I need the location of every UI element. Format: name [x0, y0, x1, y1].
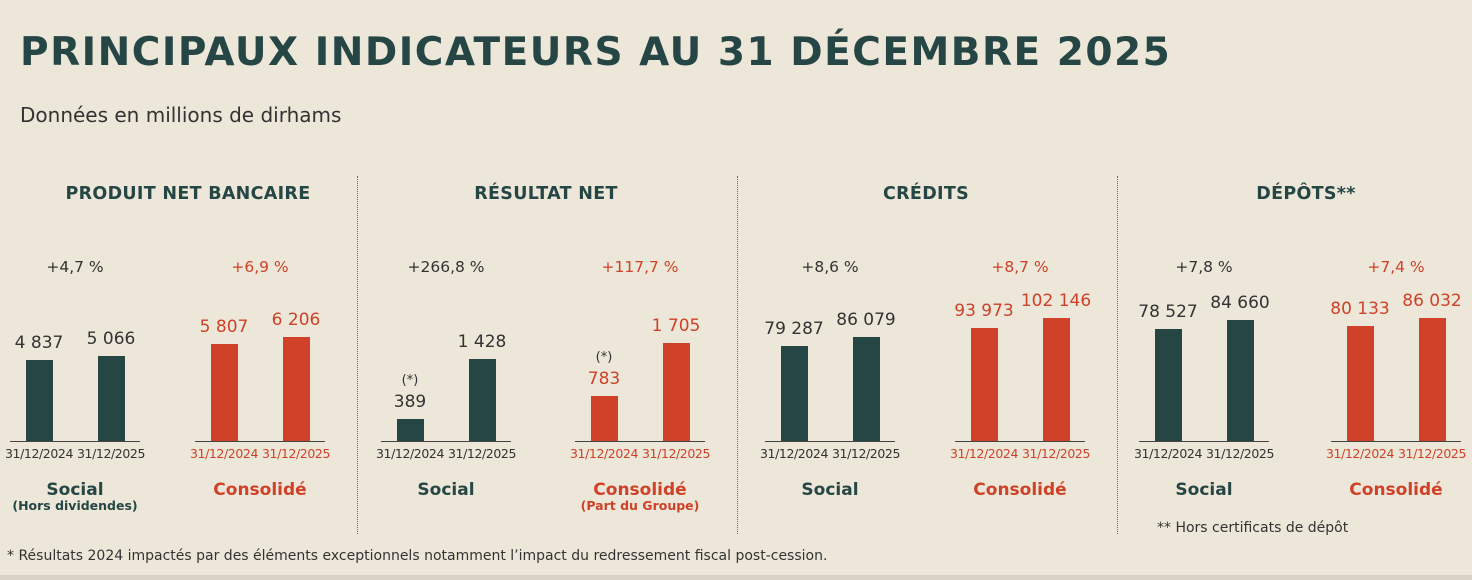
date-tick: 31/12/2024	[1325, 446, 1395, 461]
bar	[468, 359, 496, 441]
indicator-panel: PRODUIT NET BANCAIRE +4,7 % 4 837 31/12/202…	[0, 0, 376, 580]
date-tick: 31/12/2024	[4, 446, 74, 461]
group-label: Consolidé	[973, 480, 1067, 500]
value-label: 86 032	[1402, 291, 1462, 311]
date-tick: 31/12/2025	[76, 446, 146, 461]
panel-title: DÉPÔTS**	[1256, 184, 1356, 204]
indicator-panel: CRÉDITS +8,6 % 79 287 31/12/2024 86 079 31/12…	[738, 0, 1114, 580]
group-label: Consolidé	[593, 480, 687, 500]
bar	[1154, 329, 1182, 441]
bar	[662, 343, 690, 441]
panel-title: RÉSULTAT NET	[474, 184, 618, 204]
date-tick: 31/12/2024	[375, 446, 445, 461]
value-label: 80 133	[1330, 299, 1390, 319]
growth-label: +7,8 %	[1175, 258, 1233, 276]
panel-divider	[1117, 176, 1118, 534]
bar	[25, 360, 53, 441]
bar	[1418, 318, 1446, 441]
axis-baseline	[10, 441, 140, 442]
bar	[780, 346, 808, 441]
axis-baseline	[381, 441, 511, 442]
results-footnote: * Résultats 2024 impactés par des élémen…	[7, 548, 828, 564]
date-tick: 31/12/2024	[569, 446, 639, 461]
panel-title: CRÉDITS	[883, 184, 969, 204]
value-label: 1 705	[651, 316, 701, 336]
axis-baseline	[575, 441, 705, 442]
bar	[1346, 326, 1374, 441]
date-tick: 31/12/2024	[759, 446, 829, 461]
group-label: Social	[46, 480, 104, 500]
date-tick: 31/12/2025	[831, 446, 901, 461]
value-label: 6 206	[271, 310, 321, 330]
growth-label: +4,7 %	[46, 258, 104, 276]
date-tick: 31/12/2025	[1021, 446, 1091, 461]
growth-label: +6,9 %	[231, 258, 289, 276]
axis-baseline	[1139, 441, 1269, 442]
panel-divider	[737, 176, 738, 534]
value-label: 783	[587, 369, 621, 389]
group-sublabel: (Part du Groupe)	[580, 498, 700, 513]
value-label: 79 287	[764, 319, 824, 339]
exceptional-marker: (*)	[595, 350, 613, 365]
value-label: 84 660	[1210, 293, 1270, 313]
value-label: 389	[393, 392, 427, 412]
date-tick: 31/12/2025	[1397, 446, 1467, 461]
value-label: 5 807	[199, 317, 249, 337]
date-tick: 31/12/2025	[447, 446, 517, 461]
group-sublabel: (Hors dividendes)	[12, 498, 138, 513]
bar	[590, 396, 618, 441]
page-title: PRINCIPAUX INDICATEURS AU 31 DÉCEMBRE 20…	[20, 30, 1172, 75]
date-tick: 31/12/2025	[1205, 446, 1275, 461]
value-label: 1 428	[457, 332, 507, 352]
value-label: 93 973	[954, 301, 1014, 321]
value-label: 102 146	[1020, 291, 1092, 311]
bar	[282, 337, 310, 441]
growth-label: +7,4 %	[1367, 258, 1425, 276]
panel-title: PRODUIT NET BANCAIRE	[65, 184, 311, 204]
group-label: Consolidé	[1349, 480, 1443, 500]
value-label: 4 837	[14, 333, 64, 353]
bar	[1042, 318, 1070, 441]
bar	[396, 419, 424, 441]
growth-label: +117,7 %	[601, 258, 679, 276]
bottom-rule	[0, 575, 1472, 580]
date-tick: 31/12/2025	[641, 446, 711, 461]
bar	[97, 356, 125, 441]
axis-baseline	[195, 441, 325, 442]
growth-label: +266,8 %	[407, 258, 485, 276]
bar	[1226, 320, 1254, 441]
bar	[210, 344, 238, 441]
bar	[852, 337, 880, 441]
date-tick: 31/12/2024	[189, 446, 259, 461]
indicator-panel: DÉPÔTS** +7,8 % 78 527 31/12/2024 84 660 31/1…	[1118, 0, 1472, 580]
axis-baseline	[955, 441, 1085, 442]
group-label: Social	[1175, 480, 1233, 500]
growth-label: +8,6 %	[801, 258, 859, 276]
deposits-footnote: ** Hors certificats de dépôt	[1157, 520, 1349, 536]
date-tick: 31/12/2024	[1133, 446, 1203, 461]
indicator-panel: RÉSULTAT NET +266,8 % 389 (*) 31/12/2024 1 42…	[358, 0, 734, 580]
panel-divider	[357, 176, 358, 534]
axis-baseline	[765, 441, 895, 442]
bar	[970, 328, 998, 441]
date-tick: 31/12/2024	[949, 446, 1019, 461]
group-label: Consolidé	[213, 480, 307, 500]
exceptional-marker: (*)	[401, 373, 419, 388]
date-tick: 31/12/2025	[261, 446, 331, 461]
page-subtitle: Données en millions de dirhams	[20, 103, 342, 127]
axis-baseline	[1331, 441, 1461, 442]
value-label: 5 066	[86, 329, 136, 349]
value-label: 78 527	[1138, 302, 1198, 322]
group-label: Social	[417, 480, 475, 500]
group-label: Social	[801, 480, 859, 500]
growth-label: +8,7 %	[991, 258, 1049, 276]
value-label: 86 079	[836, 310, 896, 330]
